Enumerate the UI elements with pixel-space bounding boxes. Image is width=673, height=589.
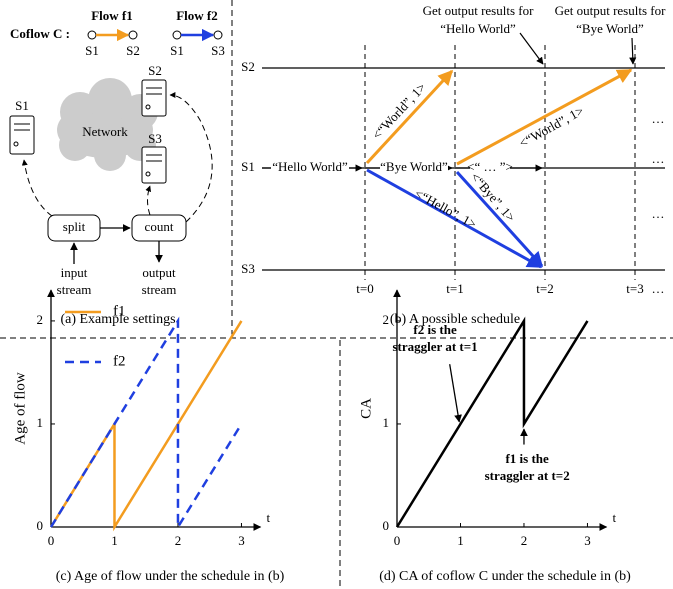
annotation: f2 is the: [413, 322, 457, 337]
y-tick-label: 2: [383, 312, 390, 327]
flow-arrow: [457, 70, 631, 164]
node-label: S3: [211, 43, 225, 58]
y-axis-label: Age of flow: [12, 372, 28, 445]
dashed-arrow: [170, 95, 212, 222]
time-label: t=2: [536, 281, 553, 296]
x-axis-label: t: [267, 510, 271, 525]
node: [173, 31, 181, 39]
caption: (d) CA of coflow C under the schedule in…: [379, 569, 631, 584]
node-label: S1: [170, 43, 184, 58]
time-label: t=3: [626, 281, 643, 296]
x-tick-label: 0: [394, 533, 401, 548]
x-tick-label: 1: [457, 533, 464, 548]
ellipsis: …: [652, 281, 665, 296]
io-label: output: [142, 265, 176, 280]
coflow-label: Coflow C :: [10, 26, 70, 41]
arrow: [632, 38, 633, 64]
node: [129, 31, 137, 39]
flow-arrow: [367, 71, 452, 163]
message: <“ … ”>: [467, 159, 513, 174]
figure: Coflow C : Flow f1 S1 S2 Flow f2 S1 S3 N…: [0, 0, 673, 589]
panel-a: Coflow C : Flow f1 S1 S2 Flow f2 S1 S3 N…: [10, 8, 225, 327]
note: “Hello World”: [440, 21, 516, 36]
y-axis-label: CA: [358, 398, 374, 419]
data-line: [51, 321, 241, 527]
server-label: S3: [148, 131, 162, 146]
y-tick-label: 1: [37, 415, 44, 430]
y-tick-label: 0: [37, 518, 44, 533]
x-tick-label: 3: [238, 533, 245, 548]
node-label: S2: [126, 43, 140, 58]
note: Get output results for: [555, 3, 667, 18]
dashed-arrow: [148, 186, 151, 215]
x-tick-label: 3: [584, 533, 591, 548]
legend-label: f1: [113, 303, 126, 319]
time-label: t=1: [446, 281, 463, 296]
caption: (c) Age of flow under the schedule in (b…: [56, 569, 285, 584]
box-label: split: [63, 219, 86, 234]
box-label: count: [145, 219, 174, 234]
annotation-arrow: [450, 364, 460, 422]
panel-b: S2 S1 S3 t=0 t=1 t=2 t=3 … … … … “Hello …: [241, 3, 666, 327]
x-tick-label: 1: [111, 533, 118, 548]
charts: 0 1 2 3 0 1 2 t Age of flow f1 f2 (c) Age of flow u…: [12, 290, 631, 584]
message: “Hello World”: [272, 159, 348, 174]
note: “Bye World”: [576, 21, 644, 36]
lane-label: S2: [241, 59, 255, 74]
io-label: input: [61, 265, 88, 280]
annotation: straggler at t=1: [393, 339, 478, 354]
legend-label: f2: [113, 353, 126, 369]
lane-label: S1: [241, 159, 255, 174]
data-line: [51, 321, 241, 527]
lane-label: S3: [241, 261, 255, 276]
x-tick-label: 2: [521, 533, 528, 548]
y-tick-label: 1: [383, 415, 390, 430]
node: [214, 31, 222, 39]
network-label: Network: [82, 124, 128, 139]
annotation: straggler at t=2: [485, 468, 570, 483]
message: <“World”, 1>: [369, 80, 429, 142]
arrow: [520, 33, 543, 64]
server-label: S1: [15, 98, 29, 113]
y-tick-label: 2: [37, 312, 44, 327]
dashed-arrow: [24, 160, 52, 216]
x-axis-label: t: [613, 510, 617, 525]
x-tick-label: 2: [175, 533, 182, 548]
y-tick-label: 0: [383, 518, 390, 533]
io-label: stream: [142, 282, 177, 297]
server-label: S2: [148, 63, 162, 78]
legend-label: Flow f2: [176, 8, 218, 23]
ellipsis: …: [652, 206, 665, 221]
message: <“Hello”, 1>: [412, 186, 479, 232]
io-label: stream: [57, 282, 92, 297]
message: “Bye World”: [380, 159, 448, 174]
annotation: f1 is the: [505, 451, 549, 466]
node: [88, 31, 96, 39]
note: Get output results for: [423, 3, 535, 18]
x-tick-label: 0: [48, 533, 55, 548]
ellipsis: …: [652, 111, 665, 126]
node-label: S1: [85, 43, 99, 58]
time-label: t=0: [356, 281, 373, 296]
legend-label: Flow f1: [91, 8, 133, 23]
ellipsis: …: [652, 151, 665, 166]
